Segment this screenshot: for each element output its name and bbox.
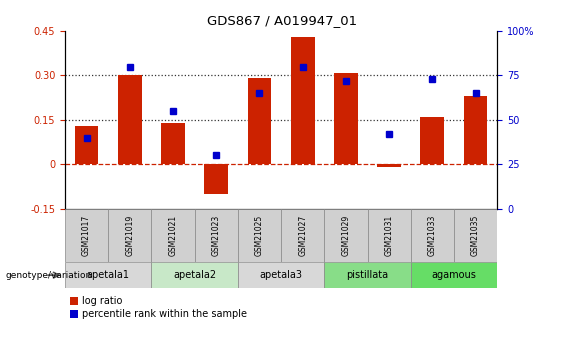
Bar (281, 209, 324, 262)
Text: genotype/variation: genotype/variation (6, 270, 92, 280)
Text: GSM21025: GSM21025 (255, 215, 264, 256)
Text: GSM21031: GSM21031 (385, 215, 394, 256)
Text: GSM21023: GSM21023 (212, 215, 221, 256)
Text: apetala1: apetala1 (86, 270, 130, 280)
Bar (65, 262, 151, 288)
Bar (161, 123, 185, 164)
Bar (377, 164, 401, 167)
Bar (334, 72, 358, 164)
Bar (464, 96, 488, 164)
Text: GSM21017: GSM21017 (82, 215, 91, 256)
Bar (205, 164, 228, 194)
Text: GSM21035: GSM21035 (471, 215, 480, 256)
Text: GSM21033: GSM21033 (428, 215, 437, 256)
Bar (291, 37, 315, 164)
Text: GSM21021: GSM21021 (168, 215, 177, 256)
Bar (324, 262, 411, 288)
Text: pistillata: pistillata (346, 270, 389, 280)
Text: apetala3: apetala3 (259, 270, 303, 280)
Legend: log ratio, percentile rank within the sample: log ratio, percentile rank within the sa… (70, 296, 247, 319)
Bar (151, 262, 238, 288)
Bar (411, 209, 454, 262)
Bar (324, 209, 368, 262)
Bar (411, 262, 497, 288)
Text: GSM21029: GSM21029 (341, 215, 350, 256)
Bar (75, 126, 98, 164)
Bar (454, 209, 497, 262)
Bar (151, 209, 194, 262)
Bar (118, 76, 142, 164)
Text: apetala2: apetala2 (173, 270, 216, 280)
Text: agamous: agamous (432, 270, 476, 280)
Text: GSM21027: GSM21027 (298, 215, 307, 256)
Bar (247, 78, 271, 164)
Bar (238, 262, 324, 288)
Bar (367, 209, 411, 262)
Text: GDS867 / A019947_01: GDS867 / A019947_01 (207, 14, 358, 27)
Text: GSM21019: GSM21019 (125, 215, 134, 256)
Bar (65, 209, 108, 262)
Bar (238, 209, 281, 262)
Bar (420, 117, 444, 164)
Bar (108, 209, 151, 262)
Bar (194, 209, 238, 262)
